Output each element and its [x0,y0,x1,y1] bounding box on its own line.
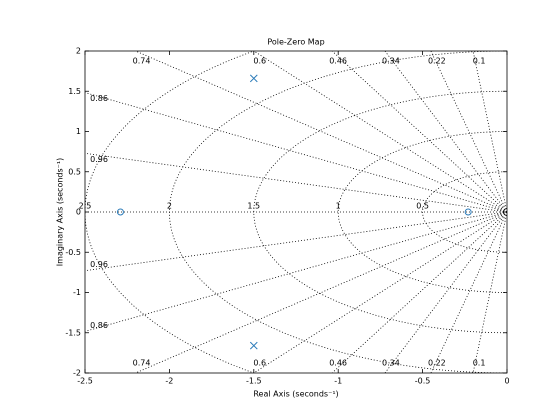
damping-label: 0.1 [473,57,486,66]
y-tick-label: 2 [76,47,81,56]
pole-marker [249,74,258,83]
y-axis-label: Imaginary Axis (seconds⁻¹) [56,158,65,266]
x-tick-label: -0.5 [415,377,431,386]
frequency-circle [422,171,507,253]
damping-line [253,51,507,213]
x-tick-label: -2 [165,377,173,386]
x-axis-label: Real Axis (seconds⁻¹) [253,390,338,399]
damping-line [472,51,507,213]
frequency-label: 1 [336,202,341,211]
damping-label: 0.6 [253,57,266,66]
damping-label: 0.6 [253,359,266,368]
pole-marker [249,341,258,350]
damping-label: 0.74 [133,57,151,66]
x-tick-label: 0 [504,377,509,386]
damping-label: 0.34 [382,359,400,368]
damping-line [85,211,507,272]
damping-label: 0.96 [90,155,108,164]
frequency-circle [169,51,507,373]
damping-label: 0.96 [90,260,108,269]
damping-line [253,211,507,373]
frequency-label: 2 [167,202,172,211]
damping-line [472,211,507,373]
y-tick-label: 1.5 [68,87,81,96]
x-tick-label: -2.5 [77,377,93,386]
zero-marker [464,208,472,216]
y-tick-label: -1.5 [65,328,81,337]
damping-label: 0.46 [329,359,347,368]
damping-line [331,211,507,373]
y-tick-label: -0.5 [65,248,81,257]
x-tick-label: -1.5 [246,377,262,386]
frequency-label: 2.5 [79,202,92,211]
y-tick-label: 0 [76,208,81,217]
damping-line [384,211,507,373]
zero-marker [116,208,124,216]
damping-label: 0.22 [428,359,446,368]
chart-title: Pole-Zero Map [267,38,324,47]
y-tick-label: 1 [76,127,81,136]
x-tick-label: -1 [334,377,342,386]
frequency-label: 1.5 [247,202,260,211]
damping-line [85,211,507,332]
damping-label: 0.86 [90,94,108,103]
damping-line [85,152,507,213]
y-tick-label: -1 [73,288,81,297]
y-tick-label: 0.5 [68,167,81,176]
damping-line [331,51,507,213]
frequency-label: 0.5 [416,202,429,211]
y-tick-label: -2 [73,369,81,378]
damping-label: 0.34 [382,57,400,66]
damping-label: 0.74 [133,359,151,368]
damping-label: 0.86 [90,321,108,330]
damping-label: 0.22 [428,57,446,66]
damping-line [85,92,507,213]
damping-label: 0.46 [329,57,347,66]
damping-line [384,51,507,213]
grid [85,51,507,373]
damping-label: 0.1 [473,359,486,368]
